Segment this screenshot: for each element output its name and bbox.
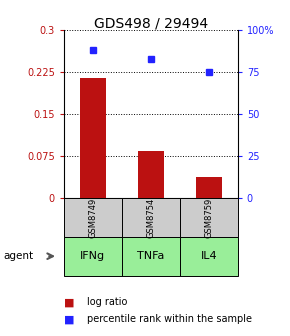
Text: GSM8749: GSM8749 <box>88 198 97 238</box>
Text: TNFa: TNFa <box>137 251 164 261</box>
Text: ■: ■ <box>64 314 74 324</box>
Text: GSM8754: GSM8754 <box>146 198 155 238</box>
Text: percentile rank within the sample: percentile rank within the sample <box>87 314 252 324</box>
Bar <box>196 177 222 198</box>
Text: IL4: IL4 <box>200 251 217 261</box>
Text: agent: agent <box>3 251 33 261</box>
Text: ■: ■ <box>64 297 74 307</box>
Text: IFNg: IFNg <box>80 251 105 261</box>
Bar <box>138 151 164 198</box>
Text: GSM8759: GSM8759 <box>204 198 213 238</box>
Text: GDS498 / 29494: GDS498 / 29494 <box>94 17 208 31</box>
Bar <box>80 78 106 198</box>
Text: log ratio: log ratio <box>87 297 127 307</box>
